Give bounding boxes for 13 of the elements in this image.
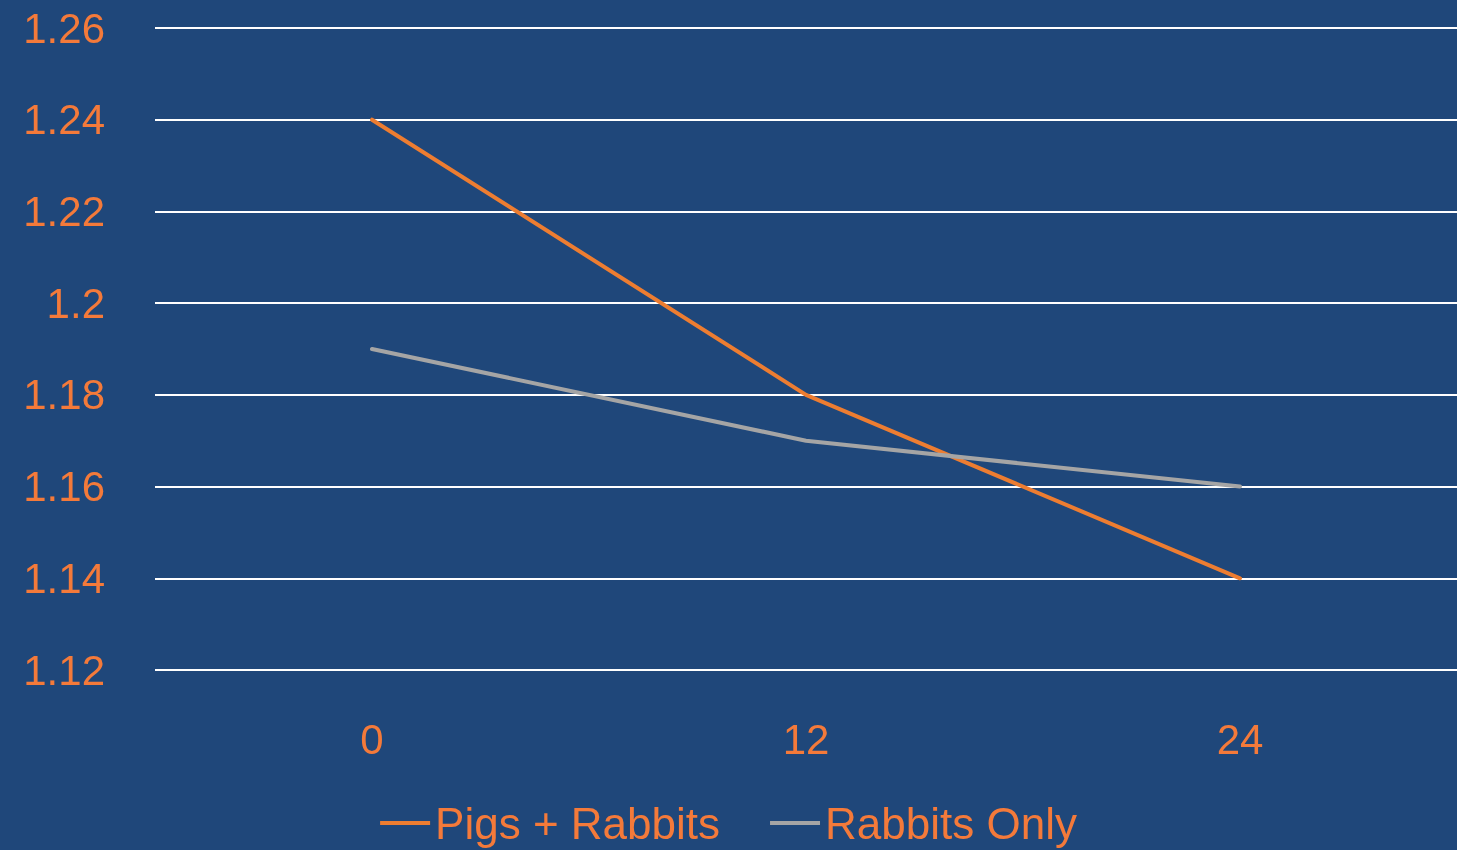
y-tick-label: 1.18: [23, 371, 105, 419]
legend-label: Pigs + Rabbits: [435, 798, 721, 848]
y-tick-label: 1.12: [23, 646, 105, 694]
y-tick-label: 1.26: [23, 4, 105, 52]
x-tick-label: 12: [782, 715, 830, 763]
y-tick-label: 1.24: [23, 96, 105, 144]
legend-label: Rabbits Only: [825, 798, 1077, 848]
y-tick-label: 1.14: [23, 554, 105, 602]
y-tick-label: 1.2: [46, 279, 105, 327]
y-tick-label: 1.22: [23, 187, 105, 235]
x-tick-label: 24: [1216, 715, 1264, 763]
x-tick-label: 0: [360, 715, 384, 763]
y-tick-label: 1.16: [23, 463, 105, 511]
